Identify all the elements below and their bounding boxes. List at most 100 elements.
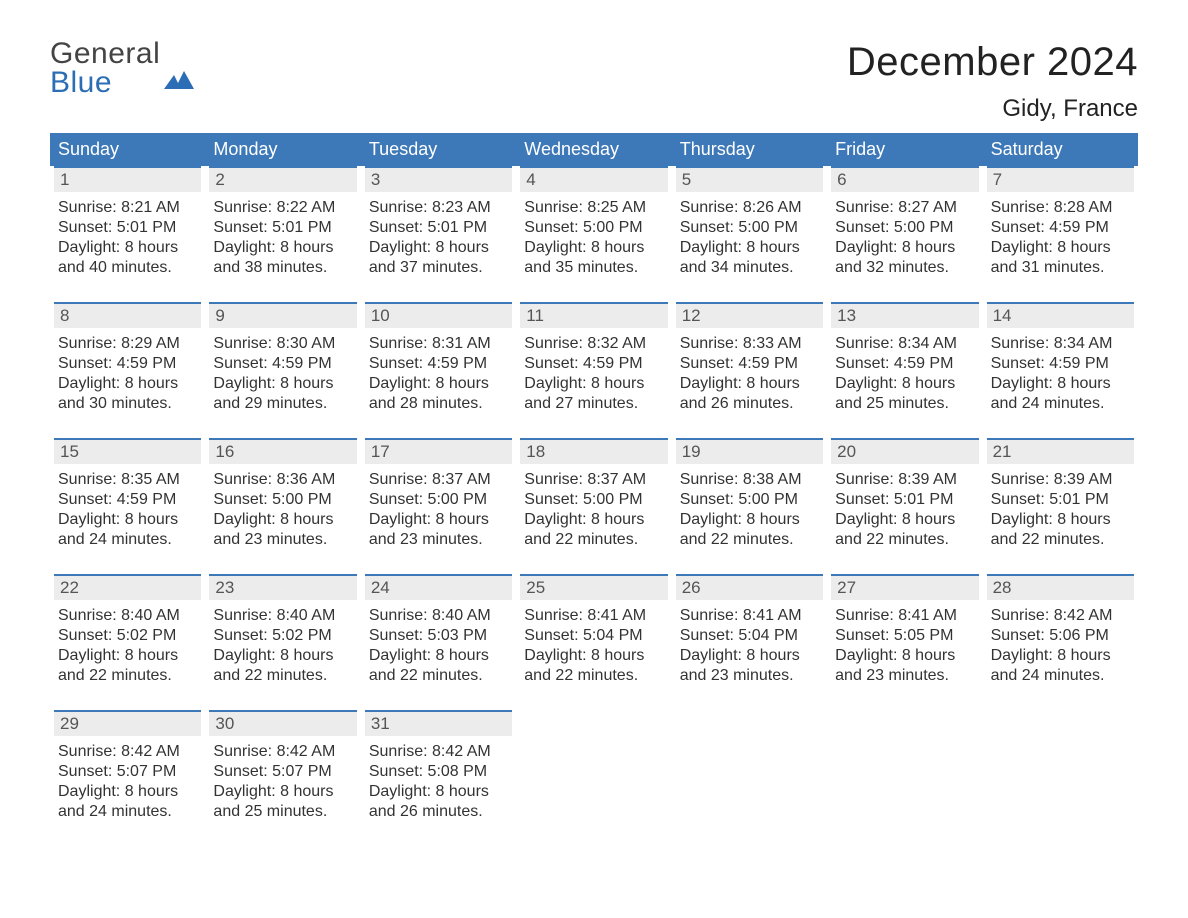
sunrise-line: Sunrise: 8:26 AM [680,198,819,218]
sunrise-line: Sunrise: 8:41 AM [835,606,974,626]
day-details: Sunrise: 8:32 AMSunset: 4:59 PMDaylight:… [520,328,667,416]
calendar-day-cell: 25Sunrise: 8:41 AMSunset: 5:04 PMDayligh… [516,574,671,692]
sunset-line: Sunset: 5:00 PM [213,490,352,510]
sunrise-line: Sunrise: 8:21 AM [58,198,197,218]
sunrise-line: Sunrise: 8:42 AM [213,742,352,762]
daylight-line: Daylight: 8 hours and 24 minutes. [991,374,1130,414]
calendar-day-cell: 31Sunrise: 8:42 AMSunset: 5:08 PMDayligh… [361,710,516,828]
daylight-line: Daylight: 8 hours and 27 minutes. [524,374,663,414]
calendar-day-cell: 20Sunrise: 8:39 AMSunset: 5:01 PMDayligh… [827,438,982,556]
day-number: 1 [54,166,201,192]
day-number: 23 [209,574,356,600]
day-details: Sunrise: 8:28 AMSunset: 4:59 PMDaylight:… [987,192,1134,280]
calendar-week-row: 8Sunrise: 8:29 AMSunset: 4:59 PMDaylight… [50,302,1138,420]
day-number: 14 [987,302,1134,328]
sunset-line: Sunset: 5:01 PM [58,218,197,238]
calendar-day-cell: 3Sunrise: 8:23 AMSunset: 5:01 PMDaylight… [361,166,516,284]
sunrise-line: Sunrise: 8:39 AM [991,470,1130,490]
day-number: 4 [520,166,667,192]
sunset-line: Sunset: 5:00 PM [524,490,663,510]
sunset-line: Sunset: 5:01 PM [991,490,1130,510]
daylight-line: Daylight: 8 hours and 23 minutes. [213,510,352,550]
daylight-line: Daylight: 8 hours and 22 minutes. [58,646,197,686]
day-details: Sunrise: 8:37 AMSunset: 5:00 PMDaylight:… [365,464,512,552]
sunset-line: Sunset: 4:59 PM [58,354,197,374]
day-number: 8 [54,302,201,328]
daylight-line: Daylight: 8 hours and 24 minutes. [58,510,197,550]
calendar-day-cell [983,710,1138,828]
day-number: 13 [831,302,978,328]
calendar-day-cell [672,710,827,828]
day-number: 12 [676,302,823,328]
day-details: Sunrise: 8:34 AMSunset: 4:59 PMDaylight:… [987,328,1134,416]
sunset-line: Sunset: 5:04 PM [680,626,819,646]
day-number: 3 [365,166,512,192]
sunrise-line: Sunrise: 8:33 AM [680,334,819,354]
calendar-day-cell: 11Sunrise: 8:32 AMSunset: 4:59 PMDayligh… [516,302,671,420]
daylight-line: Daylight: 8 hours and 37 minutes. [369,238,508,278]
weekday-header-cell: Sunday [50,133,205,166]
calendar-day-cell: 21Sunrise: 8:39 AMSunset: 5:01 PMDayligh… [983,438,1138,556]
sunset-line: Sunset: 4:59 PM [991,218,1130,238]
day-details: Sunrise: 8:40 AMSunset: 5:03 PMDaylight:… [365,600,512,688]
day-details: Sunrise: 8:34 AMSunset: 4:59 PMDaylight:… [831,328,978,416]
daylight-line: Daylight: 8 hours and 34 minutes. [680,238,819,278]
sunrise-line: Sunrise: 8:41 AM [524,606,663,626]
brand-logo: General Blue [50,40,194,97]
sunset-line: Sunset: 5:04 PM [524,626,663,646]
day-details: Sunrise: 8:42 AMSunset: 5:07 PMDaylight:… [54,736,201,824]
day-details: Sunrise: 8:25 AMSunset: 5:00 PMDaylight:… [520,192,667,280]
calendar-day-cell: 22Sunrise: 8:40 AMSunset: 5:02 PMDayligh… [50,574,205,692]
day-number: 7 [987,166,1134,192]
sunset-line: Sunset: 4:59 PM [680,354,819,374]
day-number: 17 [365,438,512,464]
sunrise-line: Sunrise: 8:29 AM [58,334,197,354]
day-details: Sunrise: 8:42 AMSunset: 5:07 PMDaylight:… [209,736,356,824]
calendar: SundayMondayTuesdayWednesdayThursdayFrid… [50,133,1138,828]
calendar-day-cell: 29Sunrise: 8:42 AMSunset: 5:07 PMDayligh… [50,710,205,828]
sunset-line: Sunset: 5:02 PM [213,626,352,646]
brand-line2: Blue [50,69,160,98]
day-number: 26 [676,574,823,600]
calendar-day-cell: 12Sunrise: 8:33 AMSunset: 4:59 PMDayligh… [672,302,827,420]
calendar-day-cell: 1Sunrise: 8:21 AMSunset: 5:01 PMDaylight… [50,166,205,284]
day-details: Sunrise: 8:41 AMSunset: 5:04 PMDaylight:… [676,600,823,688]
day-number: 2 [209,166,356,192]
daylight-line: Daylight: 8 hours and 22 minutes. [991,510,1130,550]
day-number: 29 [54,710,201,736]
calendar-day-cell: 30Sunrise: 8:42 AMSunset: 5:07 PMDayligh… [205,710,360,828]
weekday-header-cell: Friday [827,133,982,166]
calendar-day-cell: 17Sunrise: 8:37 AMSunset: 5:00 PMDayligh… [361,438,516,556]
daylight-line: Daylight: 8 hours and 23 minutes. [680,646,819,686]
calendar-week-row: 1Sunrise: 8:21 AMSunset: 5:01 PMDaylight… [50,166,1138,284]
day-number: 27 [831,574,978,600]
daylight-line: Daylight: 8 hours and 25 minutes. [213,782,352,822]
calendar-day-cell [516,710,671,828]
calendar-day-cell: 19Sunrise: 8:38 AMSunset: 5:00 PMDayligh… [672,438,827,556]
daylight-line: Daylight: 8 hours and 23 minutes. [835,646,974,686]
calendar-day-cell: 27Sunrise: 8:41 AMSunset: 5:05 PMDayligh… [827,574,982,692]
daylight-line: Daylight: 8 hours and 22 minutes. [680,510,819,550]
weekday-header-row: SundayMondayTuesdayWednesdayThursdayFrid… [50,133,1138,166]
sunrise-line: Sunrise: 8:42 AM [369,742,508,762]
day-details: Sunrise: 8:22 AMSunset: 5:01 PMDaylight:… [209,192,356,280]
calendar-day-cell: 24Sunrise: 8:40 AMSunset: 5:03 PMDayligh… [361,574,516,692]
sunset-line: Sunset: 4:59 PM [369,354,508,374]
day-number: 20 [831,438,978,464]
day-details: Sunrise: 8:41 AMSunset: 5:04 PMDaylight:… [520,600,667,688]
calendar-day-cell: 14Sunrise: 8:34 AMSunset: 4:59 PMDayligh… [983,302,1138,420]
sunrise-line: Sunrise: 8:42 AM [991,606,1130,626]
sunrise-line: Sunrise: 8:41 AM [680,606,819,626]
sunrise-line: Sunrise: 8:40 AM [58,606,197,626]
day-details: Sunrise: 8:38 AMSunset: 5:00 PMDaylight:… [676,464,823,552]
day-number: 24 [365,574,512,600]
weekday-header-cell: Tuesday [361,133,516,166]
sunrise-line: Sunrise: 8:34 AM [835,334,974,354]
daylight-line: Daylight: 8 hours and 22 minutes. [524,646,663,686]
calendar-day-cell: 28Sunrise: 8:42 AMSunset: 5:06 PMDayligh… [983,574,1138,692]
sunset-line: Sunset: 5:01 PM [369,218,508,238]
sunrise-line: Sunrise: 8:34 AM [991,334,1130,354]
month-title: December 2024 [847,40,1138,85]
day-details: Sunrise: 8:33 AMSunset: 4:59 PMDaylight:… [676,328,823,416]
sunset-line: Sunset: 5:08 PM [369,762,508,782]
